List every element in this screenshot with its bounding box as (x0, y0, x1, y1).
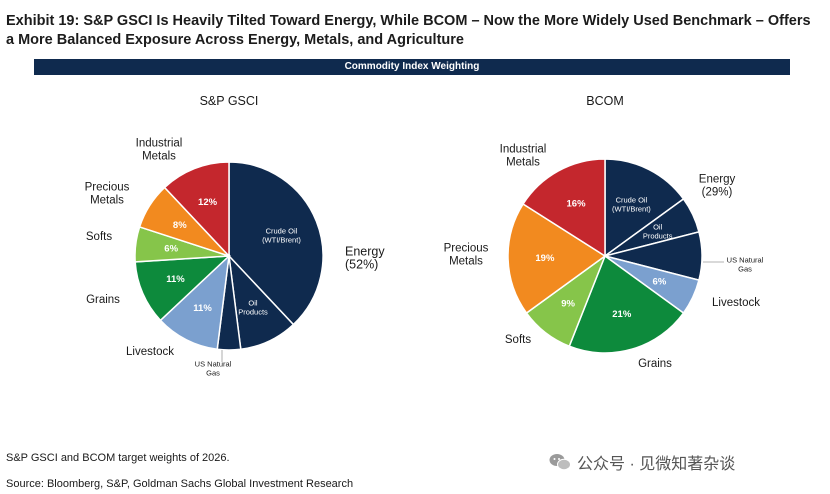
footnote: S&P GSCI and BCOM target weights of 2026… (6, 452, 230, 464)
source-note: Source: Bloomberg, S&P, Goldman Sachs Gl… (6, 478, 354, 490)
watermark: 公众号 · 见微知著杂谈 (549, 450, 735, 474)
annotation-grains: Grains (86, 294, 120, 306)
slice-label-industrial-metals: 16% (567, 198, 587, 209)
pie-title-bcom: BCOM (586, 94, 624, 108)
wechat-icon (549, 454, 571, 471)
pie-slice-grains (134, 255, 232, 322)
slice-label-oil-products: Oil Products (238, 299, 268, 317)
annotation-softs: Softs (505, 334, 531, 346)
annotation-precious-metals: Precious Metals (444, 243, 489, 268)
slice-label-crude-oil-wti-brent: Crude Oil (WTI/Brent) (612, 196, 651, 214)
slice-label-precious-metals: 19% (535, 253, 555, 264)
pie-title-s-p-gsci: S&P GSCI (200, 94, 259, 108)
annotation-precious-metals: Precious Metals (85, 182, 130, 207)
watermark-text: 公众号 · 见微知著杂谈 (577, 456, 736, 473)
slice-label-oil-products: Oil Products (643, 223, 673, 241)
annotation-softs: Softs (86, 231, 112, 243)
annotation-grains: Grains (638, 358, 672, 370)
slice-label-industrial-metals: 12% (198, 197, 218, 208)
pie-slice-livestock (159, 254, 231, 351)
pie-slice-crude-oil-wti-brent (604, 158, 685, 258)
pie-slice-crude-oil-wti-brent (228, 161, 324, 326)
slice-label-softs: 9% (561, 299, 575, 310)
pie-slice-grains (568, 254, 685, 354)
annotation-energy-52: Energy (52%) (345, 245, 385, 272)
annotation-energy-29: Energy (29%) (699, 174, 736, 199)
exhibit-title: Exhibit 19: S&P GSCI Is Heavily Tilted T… (6, 13, 811, 48)
annotation-industrial-metals: Industrial Metals (136, 138, 183, 163)
slice-label-livestock: 11% (193, 303, 212, 314)
slice-label-grains: 21% (612, 309, 632, 320)
slice-label-grains: 11% (166, 274, 185, 285)
annotation-livestock: Livestock (712, 297, 760, 309)
pie-slice-industrial-metals (163, 161, 230, 258)
annotation-us-natural-gas: US Natural Gas (727, 256, 764, 274)
annotation-industrial-metals: Industrial Metals (500, 144, 547, 169)
annotation-us-natural-gas: US Natural Gas (195, 360, 232, 378)
slice-label-livestock: 6% (653, 277, 667, 288)
slice-label-precious-metals: 8% (173, 220, 187, 231)
annotation-livestock: Livestock (126, 346, 174, 358)
pie-slice-precious-metals (507, 202, 607, 315)
pie-slice-industrial-metals (522, 158, 606, 258)
slice-label-softs: 6% (164, 244, 178, 255)
chart-banner: Commodity Index Weighting (34, 59, 790, 75)
slice-label-crude-oil-wti-brent: Crude Oil (WTI/Brent) (262, 227, 301, 245)
